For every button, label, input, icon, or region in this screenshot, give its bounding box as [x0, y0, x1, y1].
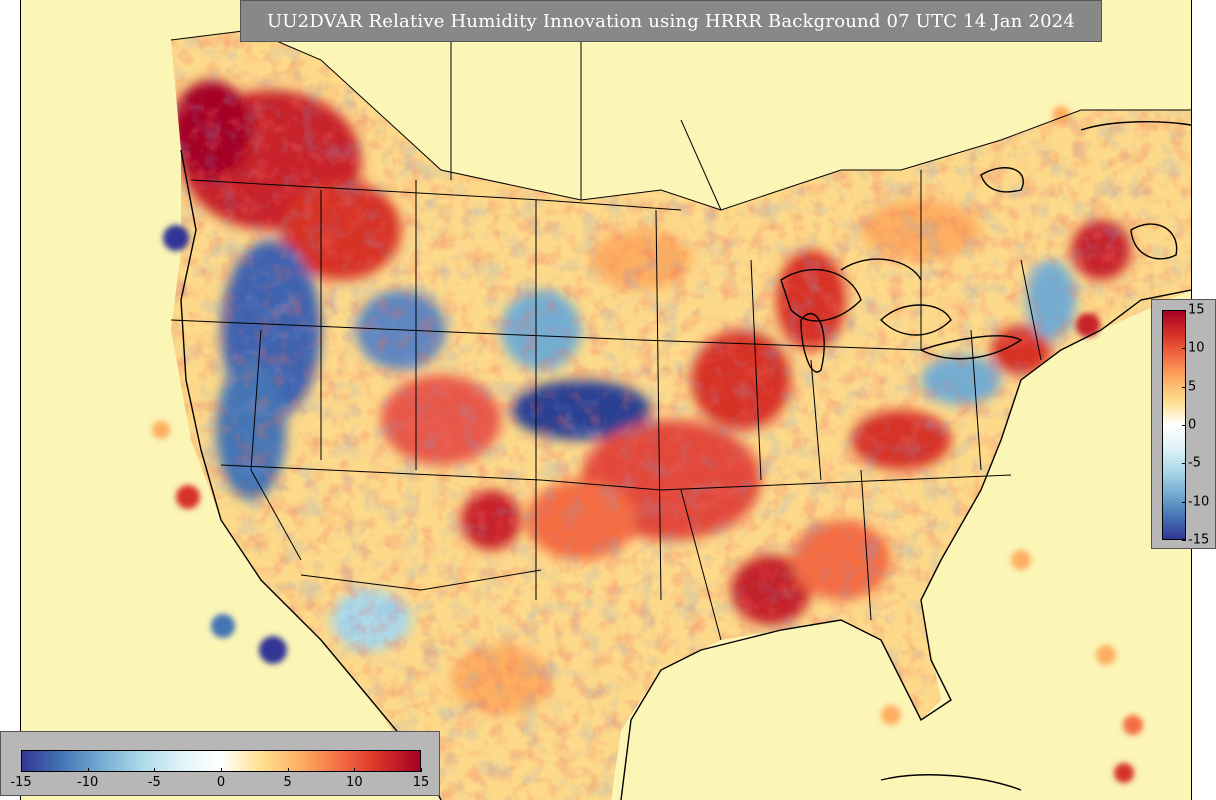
vertical-colorbar-tick-mark: [1182, 463, 1186, 465]
map-canvas: [21, 0, 1191, 800]
horizontal-colorbar-tick-mark: [421, 768, 422, 772]
vertical-colorbar-tick-label: 0: [1188, 417, 1197, 433]
horizontal-colorbar-tick-label: -10: [77, 775, 99, 790]
vertical-colorbar: 15 10 5 0 -5 -10 -15: [1151, 299, 1216, 549]
horizontal-colorbar-tick-label: -5: [147, 775, 161, 790]
map-title-box: UU2DVAR Relative Humidity Innovation usi…: [240, 0, 1102, 42]
horizontal-colorbar-tick-label: 15: [412, 775, 430, 790]
horizontal-colorbar-tick-label: -15: [10, 775, 32, 790]
map-panel: [20, 0, 1192, 800]
horizontal-colorbar-tick-label: 0: [216, 775, 226, 790]
vertical-colorbar-tick-mark: [1182, 425, 1186, 426]
vertical-colorbar-tick-mark: [1182, 348, 1186, 350]
horizontal-colorbar-tick-label: 10: [346, 775, 363, 790]
vertical-colorbar-tick-label: 15: [1188, 302, 1205, 318]
vertical-colorbar-tick-label: 10: [1188, 340, 1205, 356]
state-borders: [170, 10, 1191, 641]
horizontal-colorbar-tick-mark: [354, 768, 356, 772]
coastlines: [180, 121, 1191, 800]
horizontal-colorbar-tick-mark: [87, 768, 89, 772]
horizontal-colorbar: -15 -10 -5 0 5 10 15: [0, 731, 440, 796]
offshore-anomalies: [152, 106, 1143, 783]
vertical-colorbar-tick-mark: [1182, 386, 1186, 388]
vertical-colorbar-tick-mark: [1182, 501, 1186, 503]
horizontal-colorbar-tick-mark: [21, 768, 22, 772]
map-title: UU2DVAR Relative Humidity Innovation usi…: [266, 10, 1076, 32]
vertical-colorbar-tick-label: 5: [1188, 379, 1197, 395]
vertical-colorbar-tick-mark: [1182, 540, 1186, 541]
horizontal-colorbar-tick-mark: [287, 768, 289, 772]
horizontal-colorbar-tick-mark: [154, 768, 156, 772]
horizontal-colorbar-tick-label: 5: [283, 775, 292, 790]
vertical-colorbar-tick-label: -15: [1188, 532, 1210, 548]
vertical-colorbar-tick-mark: [1182, 310, 1186, 311]
vertical-colorbar-tick-label: -5: [1188, 455, 1201, 471]
vertical-colorbar-tick-label: -10: [1188, 494, 1210, 510]
horizontal-colorbar-tick-mark: [221, 768, 222, 772]
